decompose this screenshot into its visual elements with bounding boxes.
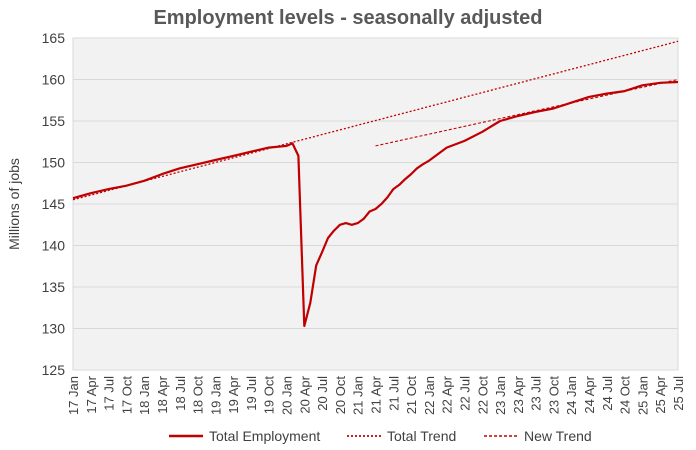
- x-tick-label: 23 Apr: [511, 375, 526, 413]
- x-tick-label: 19 Apr: [226, 375, 241, 413]
- x-tick-label: 21 Jan: [351, 376, 366, 415]
- series-line-total-employment: [72, 80, 679, 328]
- x-tick-label: 25 Apr: [653, 375, 668, 413]
- y-tick-label: 125: [42, 362, 66, 378]
- x-tick-label: 24 Jul: [600, 376, 615, 411]
- legend-label: New Trend: [524, 428, 592, 444]
- x-tick-label: 21 Apr: [369, 375, 384, 413]
- x-tick-label: 20 Apr: [297, 375, 312, 413]
- x-tick-label: 21 Oct: [404, 376, 419, 415]
- series-line-new-trend: [375, 78, 679, 147]
- x-tick-label: 18 Jul: [173, 376, 188, 411]
- x-tick-label: 20 Jan: [280, 376, 295, 415]
- legend: Total Employment Total Trend New Trend: [169, 428, 592, 444]
- x-tick-label: 23 Jan: [493, 376, 508, 415]
- x-tick-label: 17 Apr: [84, 375, 99, 413]
- y-tick-label: 150: [42, 155, 66, 171]
- y-tick-label: 135: [42, 279, 66, 295]
- x-tick-label: 17 Jan: [66, 376, 81, 415]
- x-tick-label: 23 Oct: [546, 376, 561, 415]
- x-tick-label: 22 Jan: [422, 376, 437, 415]
- y-axis-label: Millions of jobs: [6, 158, 22, 250]
- x-tick-label: 24 Apr: [582, 375, 597, 413]
- x-tick-label: 17 Jul: [102, 376, 117, 411]
- series-line-total-trend: [72, 40, 679, 201]
- x-tick-label: 18 Apr: [155, 375, 170, 413]
- y-tick-label: 130: [42, 321, 66, 337]
- x-tick-label: 18 Oct: [191, 376, 206, 415]
- y-tick-label: 160: [42, 72, 66, 88]
- x-axis-ticks: 17 Jan 17 Apr 17 Jul 17 Oct 18 Jan 18 Apr 18 J…: [66, 375, 686, 415]
- x-tick-label: 20 Oct: [333, 376, 348, 415]
- series-layer: [72, 40, 679, 328]
- x-tick-label: 19 Oct: [262, 376, 277, 415]
- y-tick-label: 155: [42, 113, 66, 129]
- x-tick-label: 19 Jul: [244, 376, 259, 411]
- x-tick-label: 20 Jul: [315, 376, 330, 411]
- y-axis-ticks: 125 130 135 140 145 150 155 160 165: [42, 30, 66, 378]
- x-tick-label: 22 Apr: [440, 375, 455, 413]
- x-tick-label: 24 Oct: [618, 376, 633, 415]
- chart-title: Employment levels - seasonally adjusted: [153, 7, 542, 29]
- x-tick-label: 23 Jul: [529, 376, 544, 411]
- legend-label: Total Trend: [387, 428, 456, 444]
- x-tick-label: 21 Jul: [386, 376, 401, 411]
- legend-label: Total Employment: [209, 428, 320, 444]
- x-tick-label: 22 Jul: [457, 376, 472, 411]
- y-tick-label: 145: [42, 196, 66, 212]
- x-tick-label: 25 Jan: [635, 376, 650, 415]
- x-tick-label: 25 Jul: [671, 376, 686, 411]
- y-tick-label: 140: [42, 238, 66, 254]
- x-tick-label: 22 Oct: [475, 376, 490, 415]
- y-tick-label: 165: [42, 30, 66, 46]
- x-tick-label: 24 Jan: [564, 376, 579, 415]
- x-tick-label: 17 Oct: [119, 376, 134, 415]
- x-tick-label: 19 Jan: [208, 376, 223, 415]
- x-tick-label: 18 Jan: [137, 376, 152, 415]
